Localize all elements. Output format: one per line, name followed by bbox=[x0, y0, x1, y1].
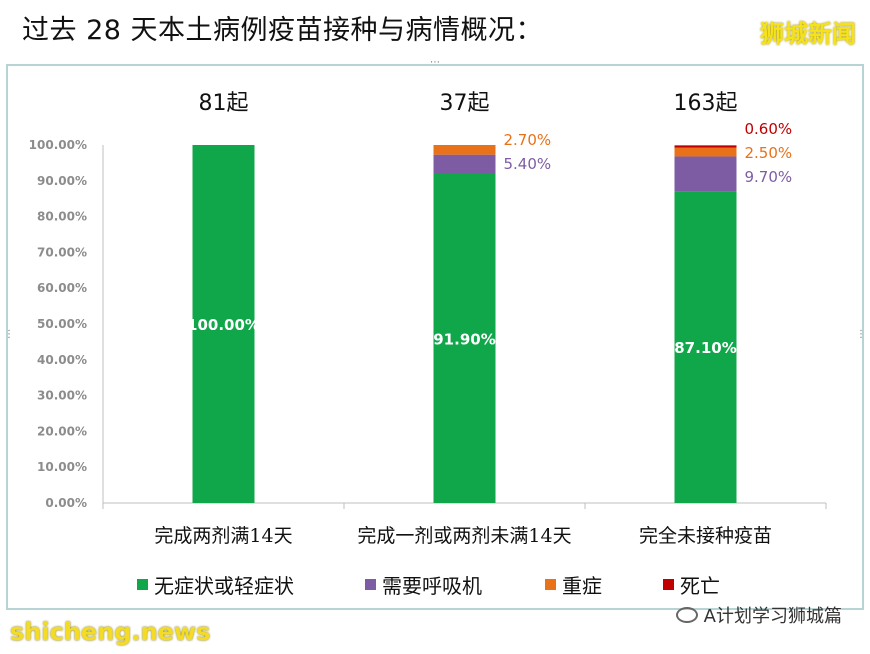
y-tick-label: 30.00% bbox=[37, 389, 87, 403]
data-label: 100.00% bbox=[187, 316, 260, 334]
chart-legend: 无症状或轻症状 需要呼吸机 重症 死亡 bbox=[0, 570, 870, 598]
y-tick-label: 100.00% bbox=[29, 138, 87, 152]
bar-segment bbox=[674, 191, 737, 503]
legend-item: 需要呼吸机 bbox=[365, 570, 482, 599]
data-label: 87.10% bbox=[674, 339, 736, 357]
page-title: 过去 28 天本土病例疫苗接种与病情概况： bbox=[22, 15, 544, 46]
case-count-label: 163起 bbox=[674, 91, 738, 116]
legend-label: 重症 bbox=[562, 574, 602, 598]
resize-handle-left[interactable]: ⋮ bbox=[4, 329, 14, 340]
y-tick-label: 80.00% bbox=[37, 210, 87, 224]
legend-swatch bbox=[545, 579, 556, 590]
legend-swatch bbox=[365, 579, 376, 590]
legend-swatch bbox=[137, 579, 148, 590]
chart-frame: ⋯ ⋮ ⋮ bbox=[4, 58, 866, 610]
data-label-outside: 2.70% bbox=[504, 131, 552, 149]
case-count-label: 81起 bbox=[199, 91, 249, 116]
y-tick-label: 60.00% bbox=[37, 281, 87, 295]
data-label-outside: 9.70% bbox=[745, 168, 793, 186]
bar-segment bbox=[674, 147, 737, 157]
resize-handle-right[interactable]: ⋮ bbox=[856, 329, 866, 340]
data-label-outside: 0.60% bbox=[745, 120, 793, 138]
y-axis: 0.00% 10.00% 20.00% 30.00% 40.00% 50.00% 60.00… bbox=[29, 138, 104, 510]
legend-item: 无症状或轻症状 bbox=[137, 570, 294, 599]
legend-swatch bbox=[663, 579, 674, 590]
bar-segment bbox=[192, 145, 255, 503]
brand-logo: 狮城新闻 bbox=[760, 20, 856, 48]
wechat-source-label: A计划学习狮城篇 bbox=[703, 606, 842, 627]
y-tick-label: 40.00% bbox=[37, 353, 87, 367]
x-category-label: 完成两剂满14天 bbox=[154, 525, 292, 547]
y-tick-label: 10.00% bbox=[37, 460, 87, 474]
y-tick-label: 70.00% bbox=[37, 245, 87, 259]
resize-handle-top[interactable]: ⋯ bbox=[430, 57, 440, 68]
x-category-label: 完成一剂或两剂未满14天 bbox=[357, 525, 571, 547]
x-axis: 完成两剂满14天 完成一剂或两剂未满14天 完全未接种疫苗 bbox=[102, 502, 827, 547]
data-label-outside: 2.50% bbox=[745, 144, 793, 162]
bar-segment bbox=[433, 145, 496, 155]
legend-label: 无症状或轻症状 bbox=[154, 574, 294, 598]
legend-item: 死亡 bbox=[663, 570, 720, 599]
legend-item: 重症 bbox=[545, 570, 602, 599]
wechat-icon bbox=[675, 607, 698, 623]
legend-label: 死亡 bbox=[680, 574, 720, 598]
y-tick-label: 50.00% bbox=[37, 317, 87, 331]
data-label: 91.90% bbox=[433, 330, 495, 348]
bar-segment bbox=[674, 145, 737, 148]
bar-segment bbox=[433, 154, 496, 174]
bar-segment bbox=[674, 156, 737, 192]
bar-segment bbox=[433, 173, 496, 504]
case-count-label: 37起 bbox=[440, 91, 490, 116]
wechat-source: A计划学习狮城篇 bbox=[675, 602, 842, 628]
y-tick-label: 90.00% bbox=[37, 174, 87, 188]
bars: 100.00% 81起 91.90% 2.70% 5.40% 37起 87.10% 0.60%… bbox=[187, 91, 793, 504]
data-label-outside: 5.40% bbox=[504, 155, 552, 173]
watermark: shicheng.news bbox=[10, 618, 211, 646]
x-category-label: 完全未接种疫苗 bbox=[639, 525, 772, 547]
legend-label: 需要呼吸机 bbox=[382, 574, 482, 598]
y-tick-label: 0.00% bbox=[45, 496, 87, 510]
y-tick-label: 20.00% bbox=[37, 424, 87, 438]
